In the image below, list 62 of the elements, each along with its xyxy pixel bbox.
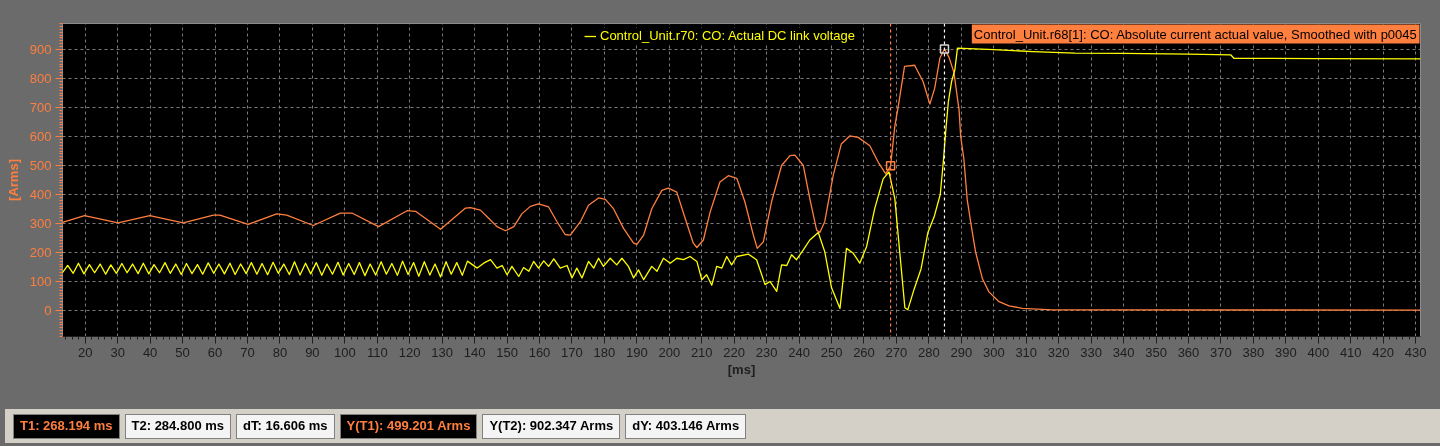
x-tick-label: 60 — [207, 344, 223, 360]
x-tick-label: 120 — [398, 344, 421, 360]
text: Y(T2): 902.347 Arms — [482, 414, 621, 439]
x-tick-label: 320 — [1047, 344, 1070, 360]
x-tick-label: 150 — [496, 344, 518, 360]
x-tick-label: 300 — [982, 344, 1005, 360]
x-tick-label: 260 — [853, 344, 875, 360]
x-tick-label: 40 — [142, 344, 158, 360]
x-tick-label: 70 — [240, 344, 255, 360]
y-tick-label: 900 — [29, 42, 52, 58]
x-tick-label: 160 — [528, 344, 551, 360]
y-tick-label: 800 — [29, 71, 52, 87]
x-tick-label: 30 — [110, 344, 125, 360]
y-tick-label: 700 — [29, 100, 52, 116]
x-tick-label: 180 — [593, 344, 616, 360]
x-tick-label: 50 — [175, 344, 190, 360]
text: dT: 16.606 ms — [236, 414, 335, 439]
x-tick-label: 390 — [1274, 344, 1297, 360]
x-tick-label: 280 — [918, 344, 940, 360]
x-tick-label: 80 — [272, 344, 288, 360]
y-tick-label: 100 — [29, 273, 52, 289]
x-tick-label: 210 — [690, 344, 713, 360]
text: T1: 268.194 ms — [13, 414, 120, 439]
text: Control_Unit.r68[1]: CO: Absolute current actual value, Smoothed with p0045 — [973, 26, 1417, 42]
x-tick-label: 360 — [1177, 344, 1200, 360]
x-tick-label: 90 — [305, 344, 320, 360]
x-tick-label: 230 — [755, 344, 778, 360]
x-tick-label: 340 — [1112, 344, 1135, 360]
y-tick-label: 0 — [44, 302, 52, 318]
x-tick-label: 190 — [626, 344, 648, 360]
x-tick-label: 350 — [1145, 344, 1167, 360]
text: Y(T1): 499.201 Arms — [339, 414, 478, 439]
x-tick-label: 410 — [1339, 344, 1362, 360]
y-tick-label: 600 — [29, 129, 52, 145]
legend-label: Control_Unit.r70: CO: Actual DC link voltage — [600, 28, 856, 43]
y-tick-label: 400 — [29, 186, 52, 202]
x-tick-label: 270 — [885, 344, 908, 360]
y-tick-label: 300 — [29, 215, 52, 231]
x-tick-label: 250 — [820, 344, 843, 360]
text: T2: 284.800 ms — [124, 414, 232, 439]
x-tick-label: 290 — [950, 344, 973, 360]
x-axis-title: [ms] — [727, 361, 756, 377]
y-tick-label: 500 — [29, 158, 52, 174]
x-tick-label: 400 — [1307, 344, 1330, 360]
x-tick-label: 200 — [658, 344, 681, 360]
x-tick-label: 20 — [77, 344, 93, 360]
y-axis-title: [Arms] — [5, 159, 21, 201]
x-tick-label: 170 — [561, 344, 583, 360]
x-tick-label: 130 — [431, 344, 454, 360]
x-tick-label: 430 — [1404, 344, 1427, 360]
text: dY: 403.146 Arms — [625, 414, 747, 439]
x-tick-label: 380 — [1242, 344, 1265, 360]
y-tick-label: 200 — [29, 244, 52, 260]
x-tick-label: 100 — [333, 344, 356, 360]
x-tick-label: 140 — [463, 344, 486, 360]
x-tick-label: 420 — [1372, 344, 1395, 360]
x-tick-label: 310 — [1015, 344, 1038, 360]
x-tick-label: 240 — [788, 344, 810, 360]
x-tick-label: 370 — [1210, 344, 1232, 360]
x-tick-label: 330 — [1080, 344, 1102, 360]
x-tick-label: 220 — [723, 344, 746, 360]
x-tick-label: 110 — [366, 344, 388, 360]
